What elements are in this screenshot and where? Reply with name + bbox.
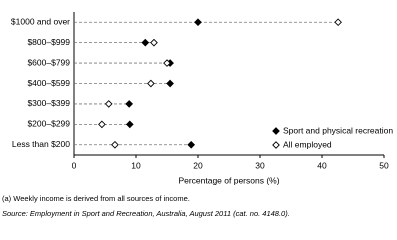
dot-marker	[194, 18, 202, 27]
dot-marker	[125, 100, 134, 108]
dot-marker	[125, 120, 134, 129]
y-tick-label: $300–$399	[27, 98, 70, 108]
dot-marker	[334, 18, 342, 27]
source: Source: Employment in Sport and Recreati…	[2, 209, 290, 218]
y-tick-label: $200–$299	[27, 119, 70, 129]
legend-marker	[272, 141, 280, 149]
x-tick-label: 50	[379, 160, 389, 170]
legend-label: All employed	[283, 139, 332, 149]
y-tick-label: $600–$799	[27, 57, 70, 67]
y-tick-label: $400–$599	[27, 78, 70, 88]
y-tick-label: Less than $200	[12, 139, 70, 149]
dot-marker	[147, 79, 155, 88]
x-tick-label: 0	[72, 160, 77, 170]
x-tick-label: 10	[131, 160, 141, 170]
y-tick-label: $1000 and over	[11, 16, 70, 26]
x-axis-label: Percentage of persons (%)	[178, 175, 279, 185]
x-tick-label: 20	[193, 160, 203, 170]
footnote: (a) Weekly income is derived from all so…	[2, 194, 190, 203]
chart: Percentage of persons (%) (a) Weekly inc…	[2, 12, 393, 218]
dot-marker	[187, 140, 196, 149]
dot-marker	[150, 38, 158, 47]
dot-marker	[111, 140, 119, 149]
y-tick-label: $800–$999	[27, 37, 70, 47]
legend-label: Sport and physical recreation	[283, 125, 393, 135]
legend-marker	[272, 127, 280, 135]
x-tick-label: 30	[255, 160, 265, 170]
dot-marker	[104, 100, 113, 108]
dot-marker	[98, 120, 106, 129]
dot-marker	[141, 38, 150, 47]
dot-marker	[163, 59, 171, 67]
x-tick-label: 40	[317, 160, 327, 170]
dot-marker	[166, 79, 174, 88]
